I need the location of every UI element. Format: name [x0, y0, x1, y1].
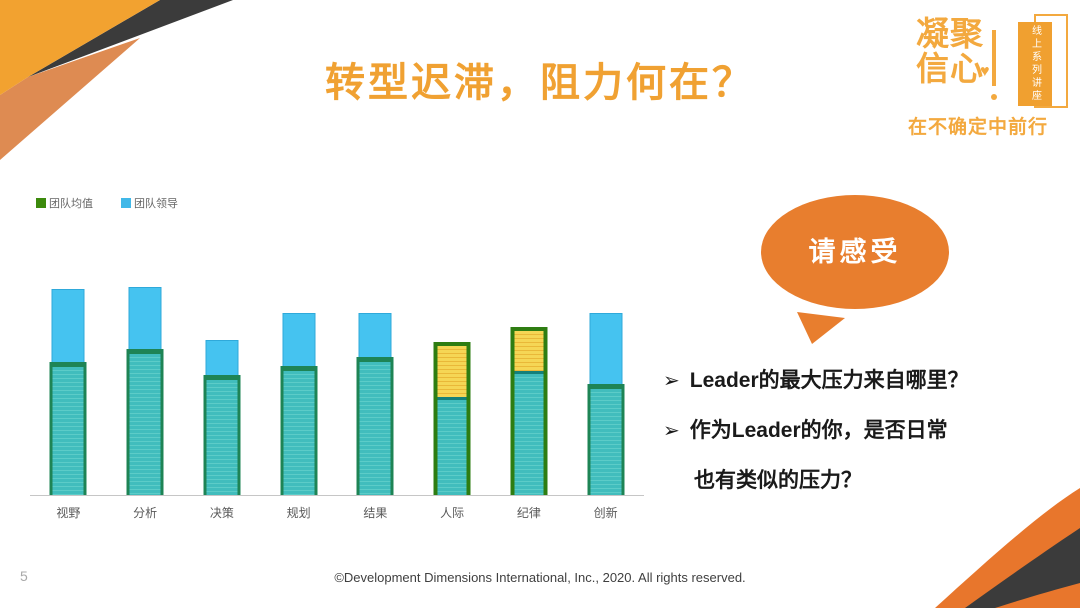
logo-tagline: 在不确定中前行 [908, 117, 1049, 138]
legend-swatch-icon [36, 198, 46, 208]
bar-group: 分析 [107, 266, 184, 520]
chart-legend: 团队均值 团队领导 [36, 195, 178, 211]
bar-group: 创新 [567, 266, 644, 520]
logo-banner-text: 线上系列讲座 [1029, 25, 1041, 103]
page-number: 5 [20, 568, 28, 584]
bar-team-average [49, 362, 87, 496]
logo-line1: 凝聚 [916, 15, 984, 52]
bullet-line: 也有类似的压力？ [663, 456, 1073, 506]
bullet-item: ➢ 作为Leader的你，是否日常也有类似的压力？ [663, 406, 1073, 506]
speech-bubble-text: 请感受 [808, 237, 902, 267]
legend-item: 团队领导 [121, 195, 178, 211]
logo-banner: 线上系列讲座 [1018, 22, 1052, 106]
bar-group: 结果 [337, 266, 414, 520]
gap-segment [437, 346, 467, 397]
speech-bubble [761, 195, 949, 344]
bullet-text: Leader的最大压力来自哪里？ [689, 369, 969, 392]
corner-decoration-top-left [0, 0, 233, 160]
leader-level-segment [514, 371, 544, 496]
bar-group: 视野 [30, 266, 107, 520]
copyright-text: ©Development Dimensions International, I… [334, 570, 746, 585]
bar-team-average [126, 349, 164, 496]
category-label: 决策 [209, 506, 234, 520]
category-label: 结果 [363, 506, 388, 520]
bullet-marker-icon: ➢ [663, 370, 680, 392]
category-label: 视野 [56, 506, 81, 520]
bullet-marker-icon: ➢ [663, 420, 680, 442]
bullet-list: ➢ Leader的最大压力来自哪里？ ➢ 作为Leader的你，是否日常也有类似的压力… [663, 356, 1073, 506]
category-label: 创新 [593, 506, 618, 520]
bar-group: 人际 [414, 266, 491, 520]
slide-title: 转型迟滞，阻力何在？ [325, 61, 755, 105]
bullet-line: ➢ Leader的最大压力来自哪里？ [663, 356, 1073, 406]
bar-team-average [433, 342, 471, 496]
bullet-text: 也有类似的压力？ [694, 469, 862, 492]
bar-team-average [280, 366, 318, 496]
bar-team-average [356, 357, 394, 496]
gap-segment [514, 331, 544, 371]
bar-group: 规划 [260, 266, 337, 520]
leader-level-segment [437, 397, 467, 496]
legend-item: 团队均值 [36, 195, 93, 211]
exclamation-mark-icon [992, 30, 996, 86]
bar-group: 决策 [184, 266, 261, 520]
exclamation-dot-icon [991, 94, 997, 100]
legend-label: 团队领导 [134, 198, 178, 210]
category-label: 人际 [440, 506, 465, 520]
category-label: 纪律 [516, 506, 541, 520]
bar-team-average [203, 375, 241, 496]
corner-decoration-bottom-right [935, 488, 1080, 608]
bullet-line: ➢ 作为Leader的你，是否日常 [663, 406, 1073, 456]
bullet-item: ➢ Leader的最大压力来自哪里？ [663, 356, 1073, 406]
logo-line2: 信心♥ [916, 50, 991, 87]
bar-group: 纪律 [491, 266, 568, 520]
category-label: 分析 [133, 506, 158, 520]
heart-icon: ♥ [980, 63, 991, 80]
category-label: 规划 [286, 506, 311, 520]
chart-plot: 视野 分析 决策 规划 结果 人际 纪律 创新 [30, 266, 644, 520]
bullet-text: 作为Leader的你，是否日常 [689, 419, 948, 442]
logo-wordmark: 凝聚 信心♥ [916, 16, 991, 89]
bar-team-average [510, 327, 548, 496]
bar-team-average [587, 384, 625, 496]
legend-swatch-icon [121, 198, 131, 208]
legend-label: 团队均值 [49, 198, 93, 210]
